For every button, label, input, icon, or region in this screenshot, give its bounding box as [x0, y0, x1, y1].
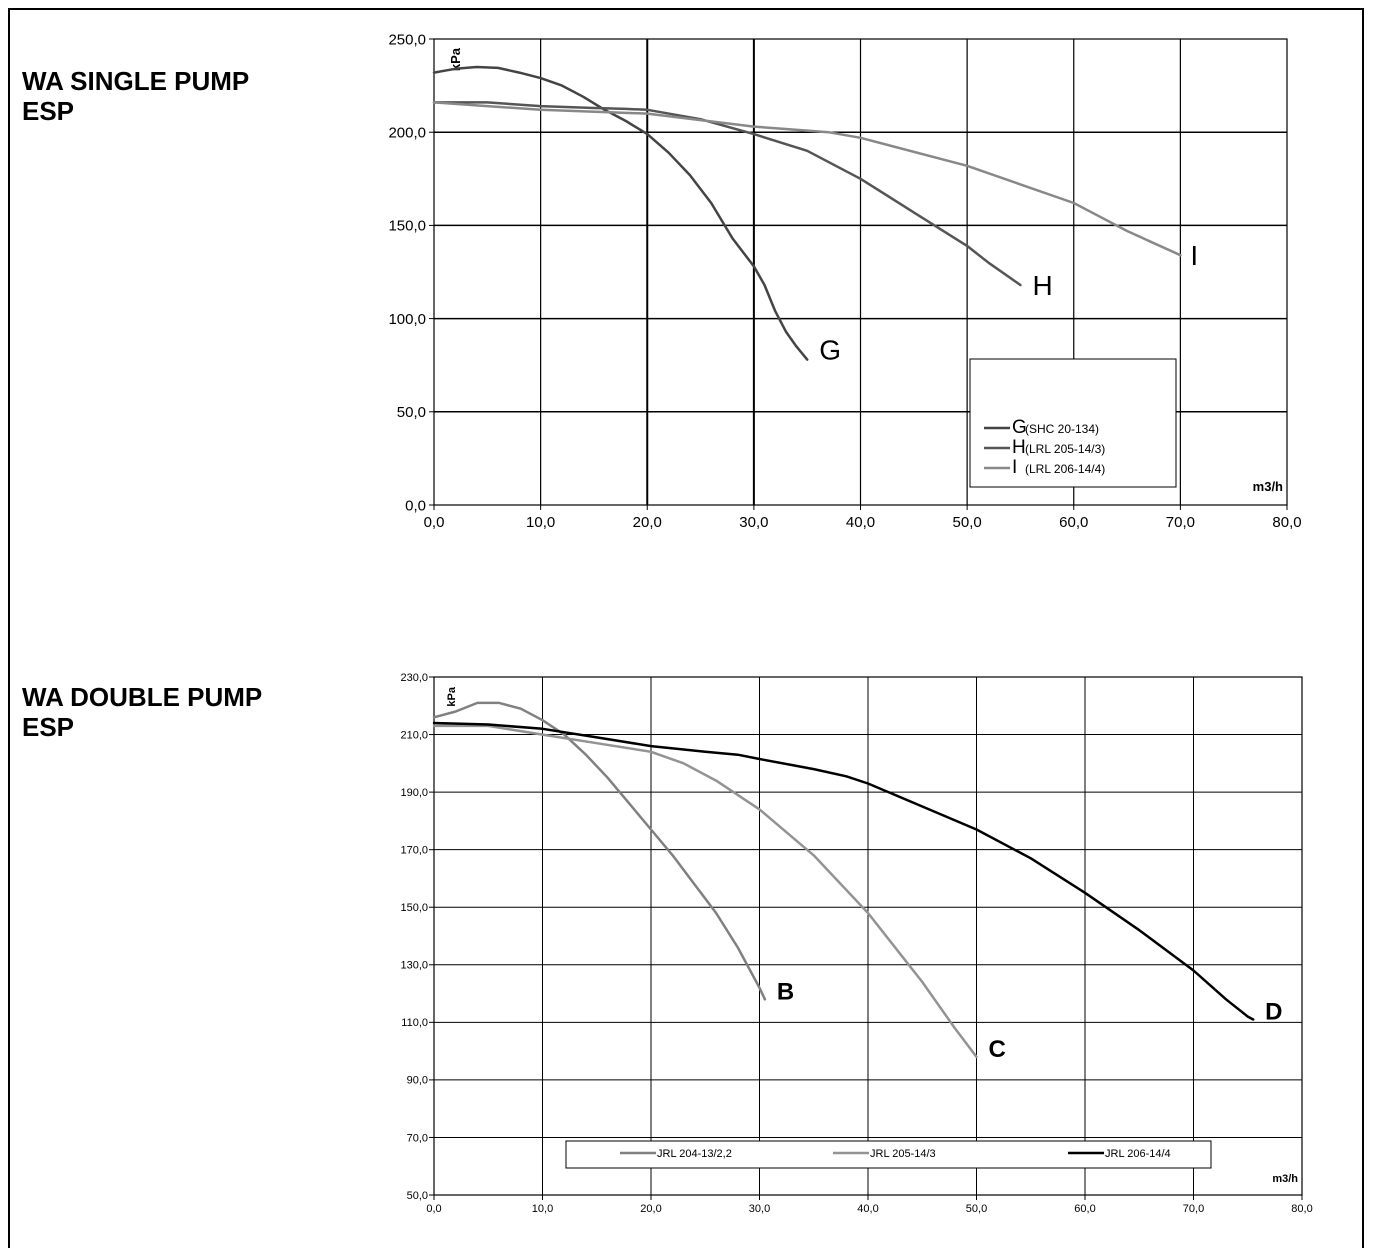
- chart2-x-axis-label: m3/h: [1272, 1173, 1298, 1185]
- chart1-x-tick-label: 50,0: [953, 514, 982, 531]
- chart2-y-tick-label: 70,0: [407, 1132, 428, 1144]
- chart2-x-tick-label: 60,0: [1074, 1203, 1095, 1215]
- chart1-x-tick-label: 60,0: [1059, 514, 1088, 531]
- chart2-legend-label: JRL 206-14/4: [1105, 1148, 1171, 1160]
- chart2-legend-label: JRL 204-13/2,2: [657, 1148, 732, 1160]
- chart1-legend-letter: I: [1012, 457, 1017, 478]
- chart2-y-tick-label: 170,0: [400, 845, 428, 857]
- chart1-series-line-i: [432, 101, 1182, 257]
- chart1-x-axis-label: m3/h: [1253, 479, 1283, 494]
- chart1-x-tick-label: 20,0: [633, 514, 662, 531]
- chart1-x-tick-label: 30,0: [739, 514, 768, 531]
- chart2-curve-end-label: C: [989, 1036, 1006, 1063]
- chart2-y-axis-label: kPa: [446, 686, 458, 706]
- chart2-x-tick-label: 20,0: [640, 1203, 661, 1215]
- chart1-x-tick-label: 10,0: [526, 514, 555, 531]
- chart2-y-tick-label: 230,0: [400, 672, 428, 684]
- chart1-y-tick-label: 100,0: [388, 311, 426, 328]
- chart1-y-tick-label: 150,0: [388, 218, 426, 235]
- chart1-y-tick-label: 250,0: [388, 31, 426, 48]
- chart1-y-tick-label: 0,0: [405, 497, 426, 514]
- chart2-x-tick-label: 80,0: [1291, 1203, 1312, 1215]
- single-pump-heading-line2: ESP: [22, 96, 75, 126]
- chart1-x-tick-label: 40,0: [846, 514, 875, 531]
- chart2-curve-end-label: D: [1265, 998, 1282, 1025]
- chart1-x-tick-label: 0,0: [424, 514, 445, 531]
- chart1-legend-letter: H: [1012, 437, 1026, 458]
- chart1-y-tick-label: 50,0: [397, 404, 426, 421]
- chart2-series-line-jrl-205-14-3: [432, 724, 978, 1059]
- single-pump-heading: WA SINGLE PUMP ESP: [22, 66, 249, 126]
- chart2-y-tick-label: 130,0: [400, 960, 428, 972]
- chart1-legend-model: (SHC 20-134): [1025, 422, 1099, 436]
- chart1-legend-model: (LRL 206-14/4): [1025, 462, 1105, 476]
- chart1-legend-letter: G: [1012, 417, 1027, 438]
- chart2-x-tick-label: 70,0: [1183, 1203, 1204, 1215]
- double-pump-heading: WA DOUBLE PUMP ESP: [22, 682, 262, 742]
- page-frame: [8, 8, 1364, 1248]
- chart1-x-tick-label: 80,0: [1272, 514, 1301, 531]
- double-pump-heading-line2: ESP: [22, 712, 75, 742]
- chart2-x-tick-label: 0,0: [426, 1203, 441, 1215]
- chart1-series-line-h: [432, 101, 1022, 287]
- chart2-y-tick-label: 150,0: [400, 902, 428, 914]
- chart2-y-tick-label: 190,0: [400, 787, 428, 799]
- chart2-series-line-jrl-204-13-2-2: [432, 701, 767, 1001]
- double-pump-heading-line1: WA DOUBLE PUMP: [22, 682, 263, 712]
- chart2-curve-end-label: B: [777, 978, 794, 1005]
- single-pump-heading-line1: WA SINGLE PUMP: [22, 66, 250, 96]
- chart2-y-tick-label: 210,0: [400, 729, 428, 741]
- chart1-series-line-g: [432, 65, 809, 361]
- chart1-curve-end-label: H: [1032, 270, 1052, 301]
- chart2-y-tick-label: 110,0: [401, 1017, 428, 1029]
- chart2-x-tick-label: 30,0: [749, 1203, 770, 1215]
- chart2-x-tick-label: 40,0: [857, 1203, 878, 1215]
- chart1-curve-end-label: I: [1190, 240, 1198, 271]
- chart1-x-tick-label: 70,0: [1166, 514, 1195, 531]
- chart1-curve-end-label: G: [819, 335, 841, 366]
- chart1-y-axis-label: kPa: [448, 47, 463, 71]
- chart2-x-tick-label: 50,0: [966, 1203, 987, 1215]
- chart2-legend-box: [565, 1140, 1212, 1169]
- chart1-legend-model: (LRL 205-14/3): [1025, 442, 1105, 456]
- chart1-y-tick-label: 200,0: [388, 124, 426, 141]
- chart2-series-line-jrl-206-14-4: [432, 721, 1255, 1021]
- chart1-legend-box: [969, 358, 1177, 488]
- chart2-x-tick-label: 10,0: [532, 1203, 553, 1215]
- chart2-y-tick-label: 90,0: [407, 1075, 428, 1087]
- chart2-y-tick-label: 50,0: [407, 1190, 428, 1202]
- chart2-legend-label: JRL 205-14/3: [870, 1148, 936, 1160]
